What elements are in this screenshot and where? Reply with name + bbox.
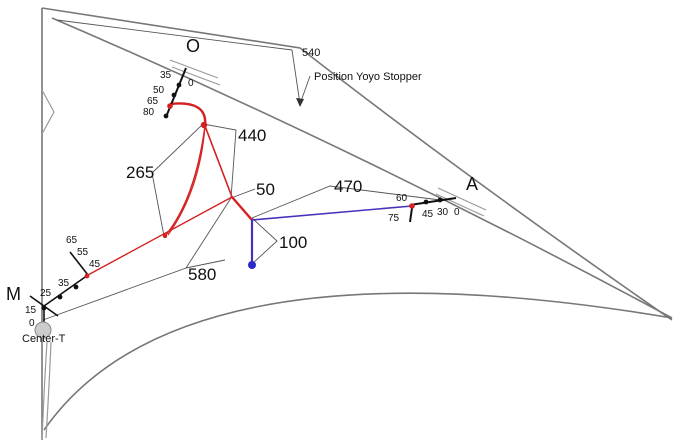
knot-o-red xyxy=(167,103,173,109)
measure-50: 50 xyxy=(256,180,275,199)
scale-m-35: 35 xyxy=(58,278,70,289)
red-junction-leg xyxy=(232,197,252,220)
knot-m-35 xyxy=(74,285,79,290)
trailing-edge xyxy=(44,293,672,430)
scale-o-0: 0 xyxy=(188,78,194,89)
tail-lines xyxy=(42,342,51,440)
measure-540: 540 xyxy=(302,47,320,59)
knot-a-red xyxy=(409,203,415,209)
leader-580 xyxy=(43,198,231,320)
leader-265-b xyxy=(152,173,164,236)
red-curve-right xyxy=(168,126,205,235)
measure-265: 265 xyxy=(126,163,154,182)
knot-o-80 xyxy=(164,114,169,119)
yoyo-arrowhead xyxy=(296,98,304,107)
knot-m-25 xyxy=(58,295,63,300)
knot-m-45 xyxy=(85,274,90,279)
scale-m-25: 25 xyxy=(40,288,52,299)
measure-100: 100 xyxy=(279,233,307,252)
leader-50 xyxy=(231,189,255,198)
label-point-a: A xyxy=(466,174,478,194)
scale-o-80: 80 xyxy=(143,107,155,118)
yoyo-stopper-note: Position Yoyo Stopper xyxy=(314,71,422,83)
adjustment-ladders xyxy=(30,68,456,322)
leader-lines xyxy=(43,20,440,320)
label-center-t: Center-T xyxy=(22,333,66,345)
knot-m-15 xyxy=(42,306,47,311)
red-curve-left xyxy=(165,126,205,236)
o-connector-red xyxy=(170,103,205,126)
knot-a-45 xyxy=(424,200,429,205)
a-ladder-tail xyxy=(410,208,412,222)
scale-m-65: 65 xyxy=(66,235,78,246)
knot-o-65 xyxy=(172,93,177,98)
scale-o-50: 50 xyxy=(153,85,165,96)
scale-a-60: 60 xyxy=(396,193,408,204)
tow-point xyxy=(248,261,256,269)
measure-580: 580 xyxy=(188,265,216,284)
label-point-m: M xyxy=(6,284,21,304)
scale-a-30: 30 xyxy=(437,207,449,218)
scale-o-65: 65 xyxy=(147,96,159,107)
knot-a-30 xyxy=(438,198,443,203)
spine-notch xyxy=(42,90,54,134)
knot-points xyxy=(35,83,442,338)
measure-470: 470 xyxy=(334,177,362,196)
red-upper-node xyxy=(201,122,207,128)
scale-o-35: 35 xyxy=(160,70,172,81)
measure-440: 440 xyxy=(238,126,266,145)
leader-265-a xyxy=(152,124,203,173)
leader-440-b xyxy=(203,124,236,130)
scale-a-75: 75 xyxy=(388,213,400,224)
leader-540-b xyxy=(292,50,300,104)
scale-m-55: 55 xyxy=(77,247,89,258)
scale-a-45: 45 xyxy=(422,209,434,220)
scale-m-15: 15 xyxy=(25,305,37,316)
knot-o-50 xyxy=(177,83,182,88)
scale-m-0: 0 xyxy=(29,318,35,329)
red-upper-leg xyxy=(205,126,232,197)
leader-100 xyxy=(252,218,277,264)
scale-m-45: 45 xyxy=(89,259,101,270)
red-lower-node xyxy=(163,234,167,238)
leader-440-a xyxy=(231,130,236,198)
scale-a-0: 0 xyxy=(454,207,460,218)
label-point-o: O xyxy=(186,36,200,56)
